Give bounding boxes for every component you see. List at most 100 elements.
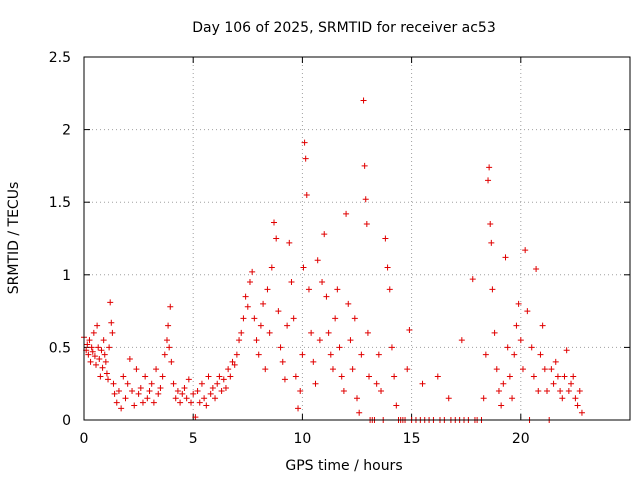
data-point — [124, 380, 131, 387]
data-point — [300, 264, 307, 271]
data-point — [264, 286, 271, 293]
data-point — [482, 351, 489, 358]
data-point — [340, 387, 347, 394]
data-point — [159, 373, 166, 380]
data-point — [251, 315, 258, 322]
data-point — [362, 196, 369, 203]
data-point — [565, 387, 572, 394]
data-point — [137, 385, 144, 392]
data-point — [203, 402, 210, 409]
data-point — [502, 254, 509, 261]
data-point — [198, 380, 205, 387]
data-point — [570, 373, 577, 380]
data-point — [393, 402, 400, 409]
data-point — [358, 351, 365, 358]
data-point — [260, 300, 267, 307]
data-point — [491, 329, 498, 336]
data-point — [257, 322, 264, 329]
y-tick-label: 2 — [62, 123, 71, 139]
data-point — [495, 387, 502, 394]
data-point — [493, 366, 500, 373]
axis-ticks: 0 5 10 15 20 0 0.5 1 1.5 2 2.5 — [49, 50, 630, 447]
data-point — [108, 319, 115, 326]
data-point — [544, 387, 551, 394]
x-axis-label: GPS time / hours — [285, 458, 402, 474]
data-point — [308, 329, 315, 336]
data-point — [568, 380, 575, 387]
data-point — [574, 402, 581, 409]
data-point — [273, 235, 280, 242]
y-axis-label: SRMTID / TECUs — [6, 182, 22, 295]
y-tick-label: 0.5 — [49, 340, 71, 356]
data-point — [246, 279, 253, 286]
data-point — [513, 322, 520, 329]
data-point — [144, 395, 151, 402]
data-point — [419, 380, 426, 387]
data-point — [295, 405, 302, 412]
data-point — [240, 315, 247, 322]
data-point — [185, 376, 192, 383]
data-point — [94, 322, 101, 329]
data-point — [97, 373, 104, 380]
data-point — [323, 293, 330, 300]
data-point — [552, 358, 559, 365]
data-point — [363, 220, 370, 227]
data-point — [388, 344, 395, 351]
data-point — [148, 380, 155, 387]
data-point — [242, 293, 249, 300]
data-point — [559, 395, 566, 402]
data-point — [271, 219, 278, 226]
data-point — [218, 387, 225, 394]
data-point — [373, 380, 380, 387]
data-point — [170, 380, 177, 387]
data-point — [275, 308, 282, 315]
data-point — [325, 329, 332, 336]
data-point — [95, 344, 102, 351]
data-point — [384, 264, 391, 271]
data-point — [524, 308, 531, 315]
data-point — [168, 358, 175, 365]
data-point — [509, 395, 516, 402]
y-tick-label: 2.5 — [49, 50, 71, 66]
data-point — [91, 353, 98, 360]
data-point — [238, 329, 245, 336]
x-tick-label: 20 — [512, 431, 530, 447]
data-point — [212, 395, 219, 402]
data-point — [113, 399, 120, 406]
data-point — [86, 337, 93, 344]
data-point — [105, 376, 112, 383]
data-point — [231, 361, 238, 368]
data-point — [345, 300, 352, 307]
data-point — [489, 286, 496, 293]
data-point — [539, 322, 546, 329]
data-point — [183, 395, 190, 402]
data-point — [356, 409, 363, 416]
data-point — [301, 139, 308, 146]
data-point — [207, 390, 214, 397]
data-point — [302, 155, 309, 162]
data-point — [155, 390, 162, 397]
data-point — [349, 366, 356, 373]
data-point — [106, 344, 113, 351]
data-point — [135, 390, 142, 397]
data-point — [487, 220, 494, 227]
data-point — [286, 239, 293, 246]
data-point — [528, 344, 535, 351]
data-point — [109, 329, 116, 336]
data-point — [522, 247, 529, 254]
data-point — [297, 387, 304, 394]
data-point — [284, 322, 291, 329]
data-point — [360, 97, 367, 104]
data-point — [576, 387, 583, 394]
data-point — [120, 373, 127, 380]
y-tick-label: 1 — [62, 268, 71, 284]
data-point — [434, 373, 441, 380]
data-point — [354, 395, 360, 402]
data-point — [533, 265, 540, 272]
data-point — [174, 387, 181, 394]
data-point — [87, 358, 94, 365]
data-point — [214, 380, 221, 387]
y-tick-label: 0 — [62, 413, 71, 429]
data-point — [305, 286, 312, 293]
data-point — [554, 373, 561, 380]
